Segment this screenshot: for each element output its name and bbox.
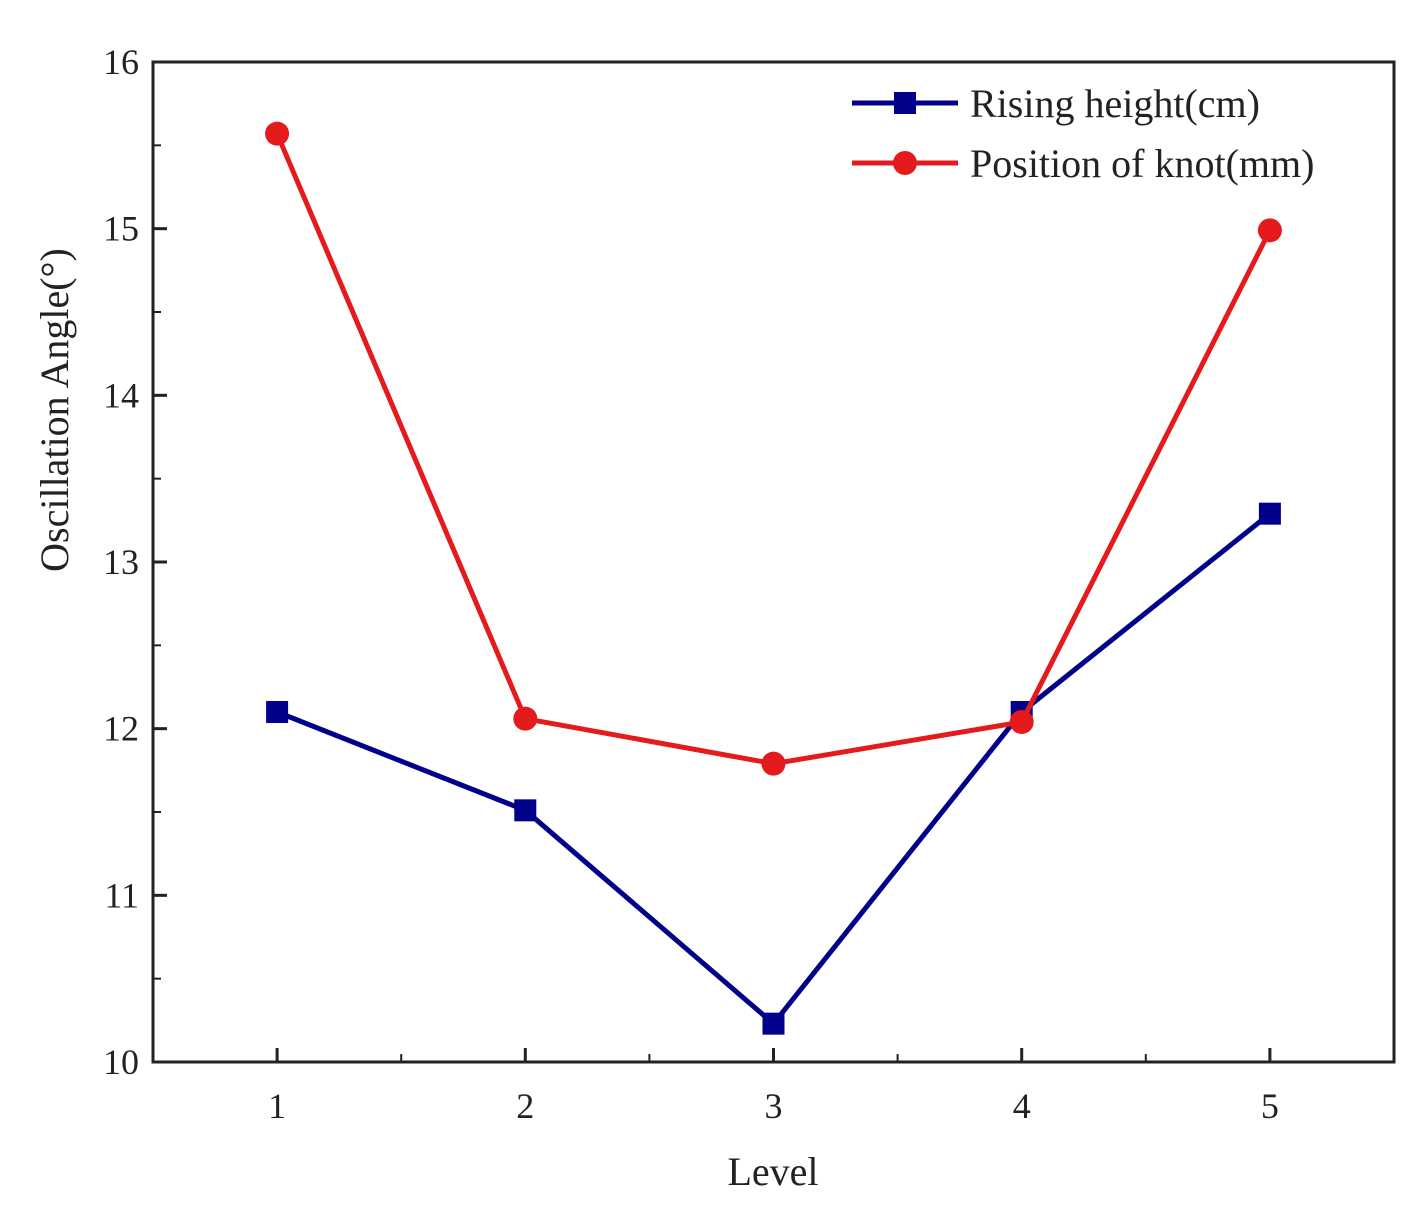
data-point-square — [266, 701, 289, 723]
y-axis-label: Oscillation Angle(°) — [32, 248, 77, 572]
data-point-square — [514, 799, 537, 822]
y-tick-label: 10 — [103, 1042, 139, 1082]
data-point-circle — [761, 751, 786, 776]
y-tick-label: 13 — [103, 542, 139, 582]
x-tick-label: 1 — [268, 1086, 286, 1126]
legend-marker-square — [894, 92, 916, 114]
data-point-circle — [265, 121, 290, 146]
legend-marker-circle — [893, 151, 917, 175]
data-point-square — [762, 1012, 785, 1035]
data-point-circle — [1009, 710, 1034, 734]
data-point-circle — [513, 706, 538, 731]
data-point-square — [1258, 502, 1281, 525]
x-tick-label: 5 — [1261, 1086, 1279, 1126]
y-tick-label: 15 — [103, 209, 139, 249]
data-point-circle — [1257, 218, 1282, 243]
x-tick-label: 4 — [1013, 1086, 1031, 1126]
y-tick-label: 11 — [104, 875, 139, 915]
y-tick-label: 14 — [103, 375, 139, 415]
x-tick-label: 3 — [765, 1086, 783, 1126]
x-axis-label: Level — [727, 1149, 818, 1194]
x-tick-label: 2 — [516, 1086, 534, 1126]
legend-label: Position of knot(mm) — [970, 141, 1314, 186]
y-tick-label: 12 — [103, 709, 139, 749]
y-tick-label: 16 — [103, 42, 139, 82]
legend-label: Rising height(cm) — [970, 81, 1260, 126]
series-line-2 — [274, 132, 1273, 767]
